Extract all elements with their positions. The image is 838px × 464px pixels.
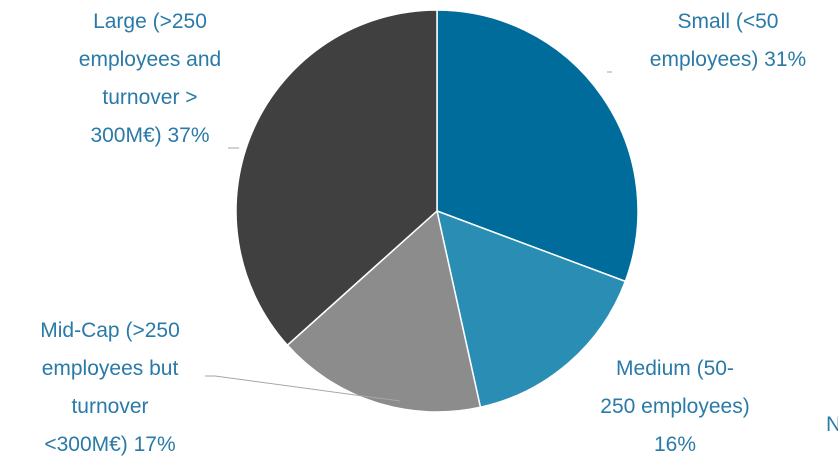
slice-label: Large (>250 employees and turnover > 300… [78, 10, 222, 147]
pie-slice [435, 209, 627, 409]
pie-slice [235, 9, 438, 347]
slice-label: Small (<50 employees) 31% [649, 10, 807, 71]
leader-line [205, 375, 401, 402]
pie-slice [436, 9, 639, 283]
annotation: N [826, 413, 838, 436]
slice-label: Mid-Cap (>250 employees but turnover <30… [40, 319, 180, 456]
pie-slice [286, 209, 482, 413]
slice-label: Medium (50- 250 employees) 16% [600, 357, 750, 456]
